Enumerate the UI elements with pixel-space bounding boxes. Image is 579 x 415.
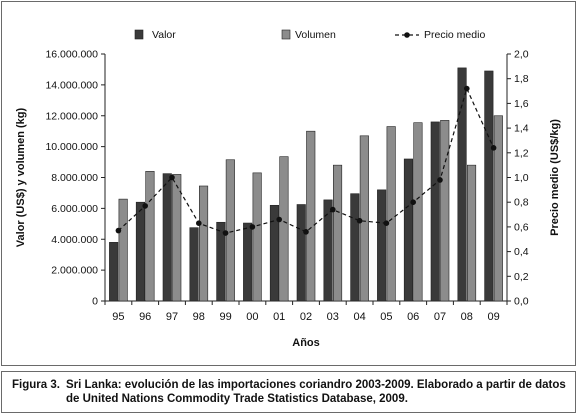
bar-valor	[109, 242, 119, 302]
bar-volumen	[279, 156, 289, 302]
figure-caption: Figura 3. Sri Lanka: evolución de las imp…	[1, 371, 576, 413]
y-right-tick-label: 1,6	[514, 98, 529, 110]
bar-valor	[189, 227, 199, 302]
x-tick-label: 00	[246, 311, 258, 323]
bar-valor	[350, 193, 360, 302]
bar-valor	[269, 204, 280, 302]
bar-volumen	[118, 198, 128, 302]
bar-valor	[162, 173, 172, 302]
caption-text-1: Sri Lanka: evolución de las importacione…	[66, 379, 566, 391]
x-axis-title: Años	[292, 337, 320, 349]
precio-medio-point	[490, 145, 497, 151]
precio-medio-point	[330, 206, 336, 213]
y-left-tick-label: 4.000.000	[51, 234, 98, 246]
y-right-tick-label: 1,0	[514, 172, 529, 184]
y-right-tick-label: 0,6	[514, 221, 529, 233]
precio-medio-point	[249, 224, 256, 230]
precio-medio-point	[142, 203, 148, 209]
x-tick-label: 07	[434, 311, 446, 323]
y-right-tick-label: 0,4	[514, 246, 529, 258]
y-left-tick-label: 2.000.000	[51, 265, 98, 277]
legend-dot-precio	[404, 32, 410, 38]
bar-valor	[216, 221, 226, 302]
bar-volumen	[359, 135, 369, 302]
x-tick-label: 06	[407, 311, 419, 323]
bar-valor	[296, 204, 306, 302]
x-tick-label: 99	[219, 311, 231, 323]
precio-medio-point	[222, 230, 229, 236]
bar-valor	[243, 222, 253, 302]
precio-medio-point	[303, 229, 309, 235]
y-right-tick-label: 2,0	[514, 49, 529, 61]
x-tick-label: 04	[353, 311, 365, 323]
legend-label-valor: Valor	[152, 29, 176, 41]
x-tick-label: 97	[166, 311, 178, 323]
x-tick-label: 08	[461, 311, 473, 323]
bar-valor	[430, 121, 440, 302]
chart-canvas: 0 2.000.000 4.000.000 6.000.000 8.000.000 10.…	[15, 29, 561, 349]
bar-volumen	[172, 174, 182, 302]
caption-label: Figura 3.	[12, 379, 60, 391]
precio-medio-point	[276, 216, 283, 223]
y-left-tick-label: 14.000.000	[45, 79, 98, 91]
caption-text-2: de United Nations Commodity Trade Statis…	[66, 393, 408, 405]
y-right-tick-label: 0,8	[514, 197, 529, 209]
bar-valor	[377, 189, 387, 302]
bar-volumen	[386, 126, 396, 302]
precio-medio-point	[437, 177, 443, 183]
y-left-tick-label: 8.000.000	[51, 172, 98, 184]
precio-medio-point	[169, 174, 175, 181]
bar-volumen	[225, 159, 235, 302]
legend-label-volumen: Volumen	[295, 29, 336, 41]
precio-medio-point	[464, 85, 470, 92]
bar-volumen	[493, 115, 503, 302]
precio-medio-point	[196, 220, 202, 226]
y-right-tick-label: 1,2	[514, 147, 529, 159]
bar-volumen	[145, 171, 155, 302]
bar-volumen	[413, 122, 423, 302]
chart-frame: 0 2.000.000 4.000.000 6.000.000 8.000.000 10.…	[1, 1, 576, 366]
legend-label-precio: Precio medio	[424, 29, 485, 41]
bar-valor	[323, 199, 333, 302]
x-tick-label: 05	[380, 311, 392, 323]
precio-medio-point	[356, 217, 363, 224]
bar-volumen	[466, 164, 477, 302]
caption-line-1: Figura 3. Sri Lanka: evolución de las imp…	[12, 378, 566, 392]
y-left-tick-label: 6.000.000	[51, 203, 98, 215]
precio-medio-point	[410, 199, 417, 205]
y-right-tick-label: 0,2	[514, 271, 529, 283]
y-left-axis-title: Valor (US$) y volumen (kg)	[15, 107, 27, 247]
bar-valor	[135, 201, 145, 302]
y-right-tick-label: 1,8	[514, 73, 529, 85]
y-left-tick-label: 16.000.000	[45, 49, 98, 61]
bar-valor	[484, 70, 494, 302]
y-left-tick-label: 0	[92, 296, 98, 308]
bar-volumen	[306, 130, 316, 302]
y-right-axis-title: Precio medio (US$/kg)	[549, 119, 561, 236]
bar-volumen	[332, 164, 343, 302]
legend-swatch-valor	[134, 29, 144, 40]
y-right-tick-label: 0,0	[514, 296, 529, 308]
bar-valor	[403, 158, 414, 302]
precio-medio-point	[115, 227, 122, 234]
x-tick-label: 03	[327, 311, 339, 323]
x-tick-label: 09	[487, 311, 499, 323]
x-tick-label: 96	[139, 311, 151, 323]
bar-volumen	[440, 120, 450, 302]
bar-valor	[457, 67, 467, 302]
x-tick-label: 02	[300, 311, 312, 323]
y-left-tick-label: 10.000.000	[45, 141, 98, 153]
y-left-tick-label: 12.000.000	[45, 110, 98, 122]
bar-volumen	[199, 185, 209, 302]
bar-volumen	[252, 172, 262, 302]
x-tick-label: 01	[273, 311, 285, 323]
caption-line-2: de United Nations Commodity Trade Statis…	[12, 392, 565, 406]
x-tick-label: 95	[112, 311, 124, 323]
y-right-tick-label: 1,4	[514, 123, 529, 135]
precio-medio-point	[383, 220, 390, 226]
legend-swatch-volumen	[281, 29, 291, 40]
x-tick-label: 98	[193, 311, 205, 323]
